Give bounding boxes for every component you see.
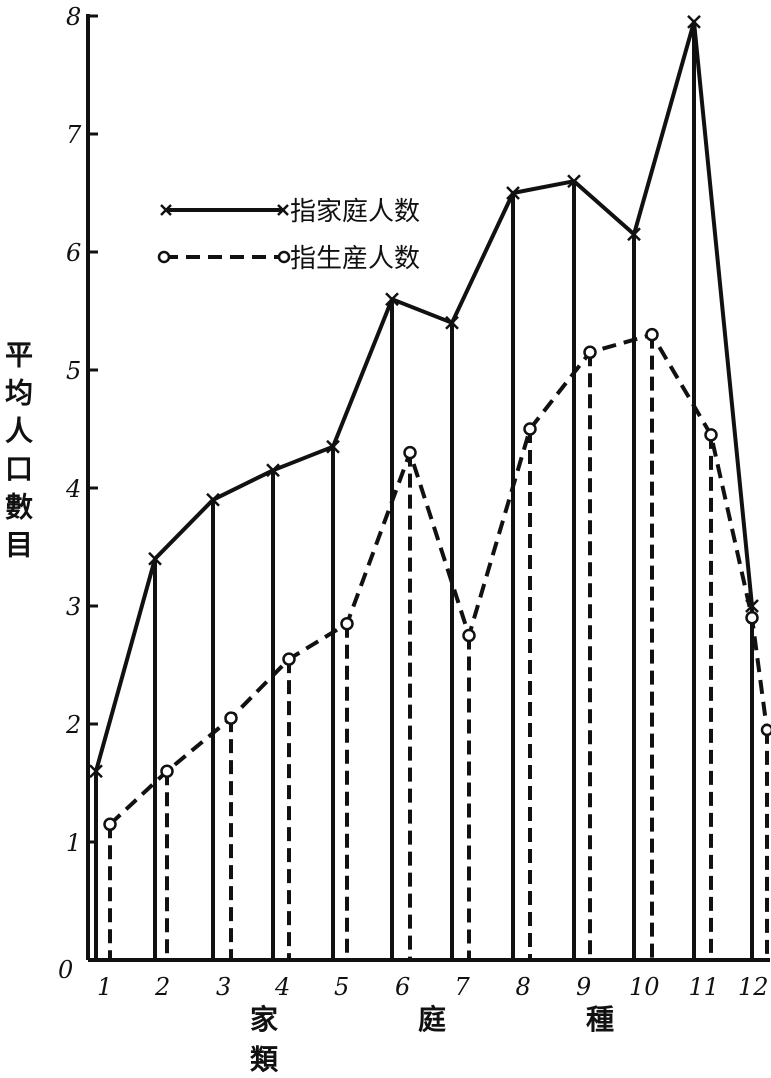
x-marker [567, 174, 581, 189]
x-tick-label: 9 [576, 973, 591, 1001]
x-marker [627, 227, 641, 242]
x-tick-label: 11 [689, 973, 720, 1001]
x-tick-label: 3 [216, 973, 231, 1001]
x-marker-stroke [89, 764, 103, 779]
circle-marker [224, 711, 238, 725]
x-marker [89, 764, 103, 779]
series-line-producers [108, 332, 769, 826]
x-marker-stroke [277, 204, 289, 216]
series-lines [94, 19, 769, 826]
x-tick-label: 12 [738, 973, 769, 1001]
circle-marker [157, 250, 171, 264]
x-tick-label: 6 [395, 973, 410, 1001]
x-marker [745, 599, 759, 613]
y-tick-label: 6 [66, 239, 81, 267]
x-tick-label: 2 [154, 973, 170, 1001]
circle-marker [160, 764, 174, 778]
circle-marker [277, 250, 291, 264]
x-marker-stroke [266, 463, 280, 478]
x-marker [148, 551, 162, 566]
x-marker [326, 439, 340, 454]
y-tick-label: 8 [66, 3, 81, 31]
x-tick-label: 5 [334, 973, 349, 1001]
circle-marker [340, 616, 354, 631]
x-marker-stroke [385, 292, 399, 307]
y-tick-label: 1 [66, 829, 81, 857]
y-axis-label: 平均人口數目 [1, 340, 34, 568]
circle-marker [523, 422, 537, 436]
y-tick-label: 7 [66, 121, 82, 149]
x-marker-stroke [445, 315, 459, 330]
series-line-household [94, 19, 754, 772]
x-marker [687, 15, 701, 29]
circle-marker [583, 345, 597, 360]
x-axis-label: 家 庭 種 類 [250, 1003, 755, 1076]
y-tick-label: 2 [65, 711, 81, 739]
circle-marker [282, 652, 296, 666]
x-marker [206, 492, 220, 507]
x-tick-label: 7 [455, 973, 471, 1001]
axes [86, 14, 770, 962]
y-tick-label: 0 [58, 956, 73, 984]
circle-marker [462, 628, 476, 643]
x-marker [385, 292, 399, 307]
y-tick-label: 4 [65, 475, 81, 503]
circle-marker [645, 327, 659, 342]
x-marker-stroke [687, 15, 701, 29]
x-tick-label: 8 [516, 973, 531, 1001]
drop-lines [94, 21, 769, 960]
series-markers [89, 15, 771, 832]
x-marker-stroke [627, 227, 641, 242]
x-marker [266, 463, 280, 478]
legend-label-household: 指家庭人数 [290, 197, 420, 227]
x-marker-stroke [745, 599, 759, 613]
circle-marker [704, 428, 718, 442]
x-marker-stroke [160, 204, 172, 216]
circle-marker [760, 723, 771, 737]
x-marker [277, 204, 289, 216]
x-tick-label: 1 [97, 973, 112, 1001]
circle-marker [103, 817, 117, 832]
x-marker-stroke [206, 492, 220, 507]
x-marker [506, 186, 520, 200]
y-tick-label: 3 [66, 593, 81, 621]
x-marker-stroke [567, 174, 581, 189]
x-tick-label: 4 [274, 973, 290, 1001]
x-marker [445, 315, 459, 330]
x-marker-stroke [326, 439, 340, 454]
legend-label-producers: 指生産人数 [290, 244, 420, 274]
y-tick-label: 5 [66, 357, 81, 385]
circle-marker [403, 445, 417, 460]
x-marker-stroke [506, 186, 520, 200]
x-marker-stroke [148, 551, 162, 566]
x-marker [160, 204, 172, 216]
circle-marker [745, 611, 759, 625]
x-tick-label: 10 [629, 973, 660, 1001]
